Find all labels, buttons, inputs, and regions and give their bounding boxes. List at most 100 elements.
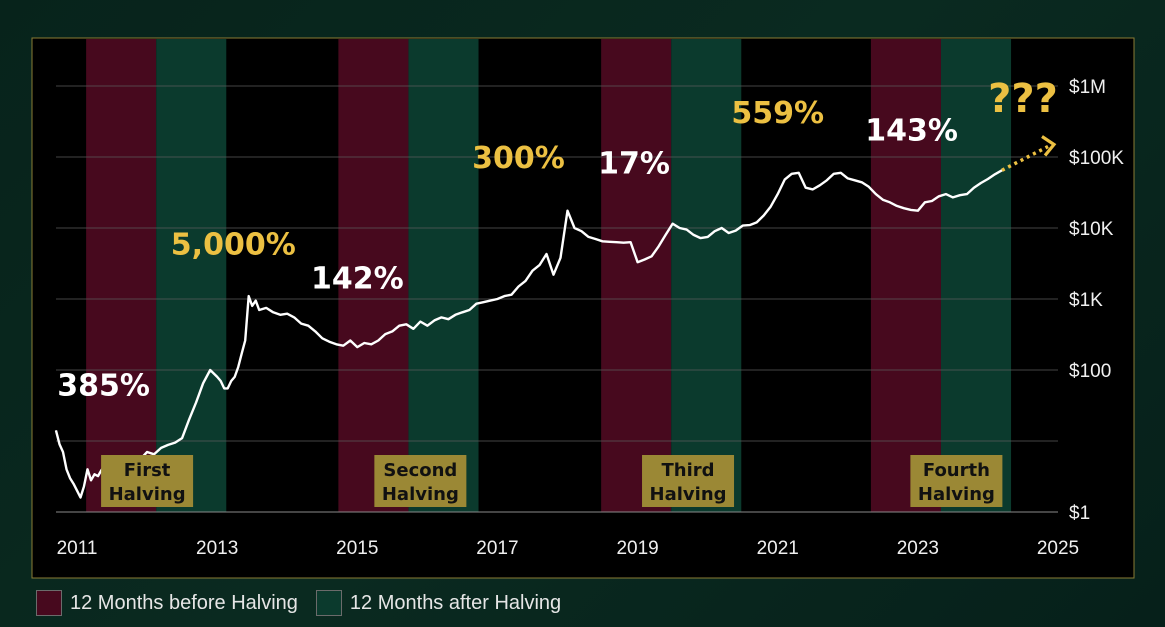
price-point: [377, 339, 379, 342]
price-point: [370, 343, 372, 345]
price-point: [938, 195, 940, 197]
price-point: [356, 346, 358, 348]
price-point: [987, 178, 989, 180]
price-point: [531, 270, 534, 272]
price-point: [447, 318, 449, 320]
price-point: [202, 382, 204, 384]
price-point: [335, 343, 337, 345]
price-point: [174, 441, 176, 444]
price-point: [69, 477, 71, 479]
price-point: [601, 240, 604, 242]
price-point: [62, 451, 64, 453]
price-point: [777, 193, 779, 195]
y-tick-label: $1K: [1069, 290, 1103, 311]
price-point: [251, 305, 253, 307]
halving-badge: Second Halving: [374, 455, 467, 507]
halving-badge-line2: Halving: [650, 484, 727, 505]
price-point: [510, 294, 513, 296]
price-point: [153, 453, 155, 455]
price-point: [545, 253, 548, 255]
price-point: [840, 172, 842, 174]
shaded-before-halving: [870, 39, 941, 512]
price-point: [931, 200, 933, 202]
price-point: [615, 241, 618, 243]
price-point: [889, 201, 891, 203]
price-point: [426, 325, 428, 327]
price-point: [798, 172, 800, 174]
price-point: [237, 366, 239, 368]
price-point: [700, 237, 702, 239]
price-point: [286, 313, 288, 315]
price-point: [854, 179, 856, 181]
price-point: [160, 447, 162, 449]
price-point: [728, 232, 730, 234]
price-point: [328, 341, 330, 343]
price-point: [826, 179, 828, 181]
halving-badge-bg: [374, 455, 467, 507]
price-point: [973, 187, 975, 189]
price-point: [917, 210, 919, 212]
legend-item-before: 12 Months before Halving: [36, 590, 298, 616]
price-point: [279, 314, 281, 316]
halving-badge-line1: Second: [383, 460, 457, 481]
shaded-after-halving: [156, 39, 227, 512]
price-point: [391, 330, 393, 332]
price-point: [412, 328, 414, 330]
x-tick-label: 2023: [897, 538, 939, 559]
price-point: [496, 298, 499, 300]
price-point: [167, 444, 169, 446]
price-point: [903, 207, 905, 209]
x-tick-label: 2015: [336, 538, 378, 559]
halving-badge-line2: Halving: [382, 484, 459, 505]
price-point: [55, 430, 57, 432]
price-point: [665, 234, 667, 236]
price-point: [735, 229, 737, 232]
price-point: [419, 321, 421, 323]
price-point: [945, 193, 947, 195]
price-point: [58, 443, 61, 445]
price-point: [756, 221, 758, 223]
price-point: [566, 210, 569, 212]
price-point: [363, 342, 365, 344]
price-point: [658, 245, 660, 248]
percent-annotation: 143%: [865, 114, 958, 149]
price-point: [679, 227, 681, 229]
price-point: [538, 264, 541, 266]
price-point: [216, 376, 218, 378]
legend-swatch-after: [315, 590, 342, 616]
price-point: [882, 199, 884, 201]
price-point: [868, 186, 870, 188]
price-point: [587, 236, 590, 238]
price-point: [440, 316, 442, 319]
price-point: [721, 227, 723, 229]
price-point: [686, 228, 688, 231]
x-tick-label: 2013: [196, 538, 238, 559]
price-point: [875, 193, 877, 195]
price-point: [248, 295, 250, 297]
price-point: [650, 255, 653, 257]
price-point: [861, 181, 863, 183]
price-point: [517, 285, 520, 288]
price-point: [255, 299, 257, 302]
price-point: [265, 307, 267, 309]
price-point: [952, 196, 954, 198]
x-tick-label: 2025: [1037, 538, 1079, 559]
price-point: [244, 339, 246, 342]
percent-annotation: 559%: [731, 96, 824, 131]
price-point: [622, 242, 625, 244]
price-point: [454, 314, 456, 316]
price-point: [241, 353, 243, 355]
halving-badge-line2: Halving: [109, 484, 186, 505]
price-point: [209, 369, 211, 371]
halving-badge-line2: Halving: [918, 484, 995, 505]
price-point: [223, 387, 225, 390]
price-point: [707, 236, 709, 238]
price-point: [833, 173, 835, 175]
price-point: [693, 234, 695, 236]
shaded-after-halving: [408, 39, 479, 512]
price-line: [54, 169, 1003, 499]
price-point: [314, 330, 316, 332]
price-point: [321, 337, 323, 339]
price-point: [398, 325, 400, 327]
